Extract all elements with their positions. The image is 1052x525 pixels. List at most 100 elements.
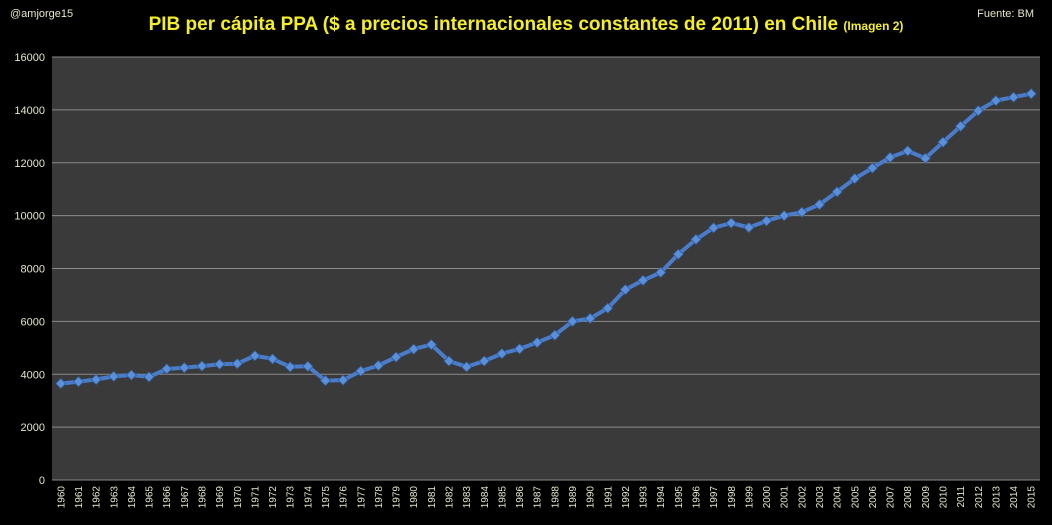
x-tick-label: 1989 xyxy=(568,486,579,509)
x-tick-label: 2004 xyxy=(833,486,844,509)
x-tick-label: 1963 xyxy=(109,486,120,509)
x-tick-label: 1960 xyxy=(56,486,67,509)
data-point xyxy=(955,120,967,132)
data-point xyxy=(937,136,949,148)
data-point xyxy=(672,248,684,260)
x-tick-label: 1988 xyxy=(550,486,561,509)
data-point xyxy=(1007,91,1020,103)
data-point xyxy=(549,329,561,341)
x-tick-label: 2008 xyxy=(903,486,914,509)
data-point xyxy=(214,358,226,370)
x-tick-label: 1993 xyxy=(639,486,650,509)
x-tick-label: 2007 xyxy=(886,486,897,509)
x-tick-label: 1968 xyxy=(197,486,208,509)
data-point xyxy=(760,215,773,227)
x-tick-label: 2010 xyxy=(938,486,949,509)
data-point xyxy=(231,358,243,370)
data-point xyxy=(743,221,755,234)
x-tick-label: 1967 xyxy=(180,486,191,509)
chart-title-suffix: (Imagen 2) xyxy=(843,19,904,33)
data-point xyxy=(884,151,896,164)
x-tick-label: 1971 xyxy=(250,486,261,509)
chart-title: PIB per cápita PPA ($ a precios internac… xyxy=(0,14,1052,36)
data-point xyxy=(655,266,667,279)
x-tick-label: 1961 xyxy=(74,486,85,509)
x-tick-label: 2003 xyxy=(815,486,826,509)
x-tick-label: 2015 xyxy=(1027,486,1038,509)
x-tick-label: 1995 xyxy=(674,486,685,509)
data-point xyxy=(566,315,579,327)
data-point xyxy=(284,361,296,373)
data-point xyxy=(637,274,649,286)
x-tick-label: 2009 xyxy=(921,486,932,509)
x-tick-label: 1998 xyxy=(727,486,738,509)
x-tick-label: 2005 xyxy=(850,486,861,509)
x-tick-label: 1965 xyxy=(145,486,156,509)
data-point xyxy=(778,210,790,222)
x-tick-label: 1994 xyxy=(656,486,667,509)
data-point xyxy=(831,186,843,198)
x-tick-label: 1975 xyxy=(321,486,332,509)
data-point xyxy=(266,353,279,365)
x-tick-label: 1999 xyxy=(744,486,755,509)
data-point xyxy=(425,339,437,351)
x-tick-label: 2012 xyxy=(974,486,985,509)
data-point xyxy=(813,198,826,211)
y-tick-label: 0 xyxy=(39,475,45,487)
data-point xyxy=(584,312,596,325)
x-tick-label: 1969 xyxy=(215,486,226,509)
data-point xyxy=(990,95,1002,107)
x-tick-label: 1981 xyxy=(427,486,438,509)
x-tick-label: 2014 xyxy=(1009,486,1020,509)
data-point xyxy=(143,371,155,383)
data-point xyxy=(302,360,314,372)
data-point xyxy=(355,365,367,377)
x-tick-label: 2002 xyxy=(797,486,808,509)
data-point xyxy=(866,162,878,174)
source-label: Fuente: BM xyxy=(977,8,1034,20)
data-point xyxy=(72,376,85,388)
data-point xyxy=(919,152,931,164)
x-tick-label: 1992 xyxy=(621,486,632,509)
x-tick-label: 1976 xyxy=(339,486,350,509)
x-tick-label: 1977 xyxy=(356,486,367,509)
data-point xyxy=(90,373,102,386)
data-point xyxy=(602,302,614,314)
x-tick-label: 1973 xyxy=(286,486,297,509)
x-tick-label: 1970 xyxy=(233,486,244,509)
data-point xyxy=(161,363,173,375)
data-point xyxy=(337,374,349,386)
gridlines xyxy=(52,56,1040,481)
y-tick-label: 4000 xyxy=(21,369,45,381)
data-point xyxy=(690,233,702,245)
data-point xyxy=(390,351,402,363)
data-point xyxy=(249,350,261,362)
x-tick-label: 1987 xyxy=(533,486,544,509)
data-point xyxy=(372,359,384,372)
x-tick-label: 1990 xyxy=(586,486,597,509)
y-tick-label: 6000 xyxy=(21,316,45,328)
x-tick-label: 1978 xyxy=(374,486,385,509)
data-point xyxy=(849,173,861,185)
y-tick-label: 2000 xyxy=(21,422,45,434)
x-tick-label: 2013 xyxy=(991,486,1002,509)
data-point xyxy=(619,284,631,296)
x-tick-label: 1986 xyxy=(515,486,526,509)
data-point xyxy=(196,360,208,372)
x-tick-label: 1966 xyxy=(162,486,173,509)
data-point xyxy=(972,105,984,117)
chart-title-main: PIB per cápita PPA ($ a precios internac… xyxy=(148,14,839,35)
x-tick-label: 2000 xyxy=(762,486,773,509)
x-tick-label: 1972 xyxy=(268,486,279,509)
data-point xyxy=(1025,88,1037,100)
data-point xyxy=(513,343,526,355)
data-point xyxy=(531,336,543,349)
x-tick-label: 1974 xyxy=(303,486,314,509)
y-axis: 0 2000 4000 6000 8000 10000 12000 14000 16000 xyxy=(14,52,45,487)
data-point xyxy=(178,362,190,374)
y-tick-label: 14000 xyxy=(14,105,45,117)
x-tick-label: 1962 xyxy=(92,486,103,509)
x-tick-label: 2011 xyxy=(956,486,967,508)
data-point xyxy=(902,145,914,157)
data-point xyxy=(125,369,137,381)
